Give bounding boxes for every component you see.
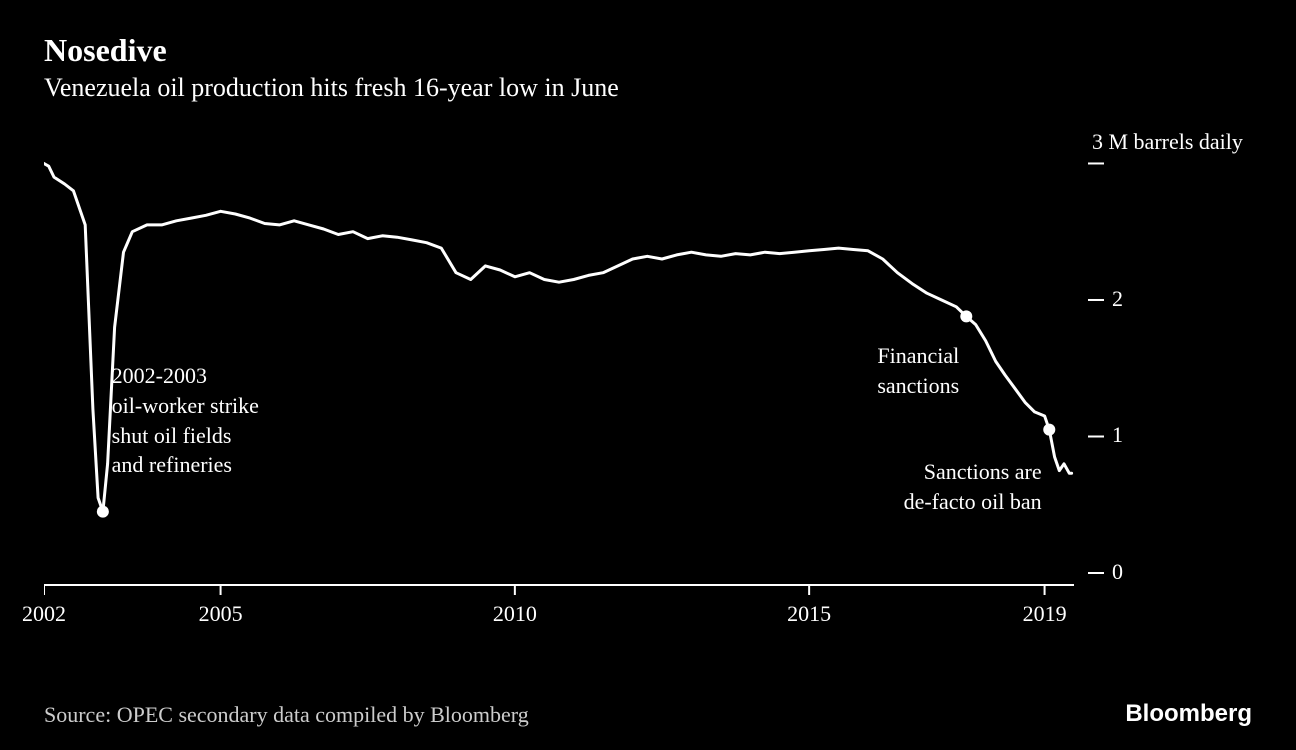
chart-subtitle: Venezuela oil production hits fresh 16-y… [44,73,1252,103]
brand-logo: Bloomberg [1125,700,1252,728]
chart-area: 200220052010201520190123 M barrels daily… [44,133,1252,633]
annotation: Sanctions arede-facto oil ban [904,457,1042,516]
source-text: Source: OPEC secondary data compiled by … [44,702,529,728]
x-tick-label: 2015 [787,601,831,627]
y-tick-label: 0 [1112,559,1123,585]
y-tick-label: 2 [1112,286,1123,312]
annotation: 2002-2003oil-worker strikeshut oil field… [112,361,259,480]
y-tick-label: 1 [1112,422,1123,448]
x-tick-label: 2010 [493,601,537,627]
annotation: Financialsanctions [877,341,959,400]
x-tick-label: 2005 [199,601,243,627]
x-tick-label: 2019 [1023,601,1067,627]
chart-title: Nosedive [44,32,1252,69]
y-axis-unit-label: 3 M barrels daily [1092,129,1243,155]
x-tick-label: 2002 [22,601,66,627]
